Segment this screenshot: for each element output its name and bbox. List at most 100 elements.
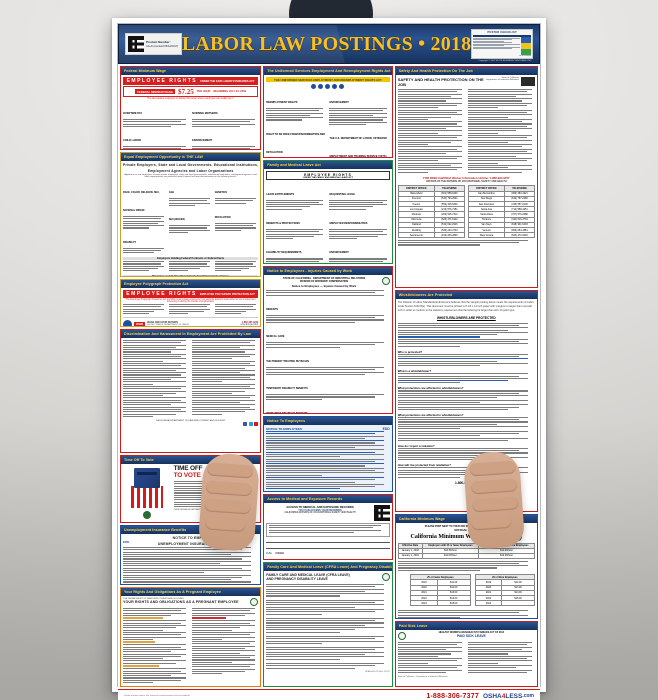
poster-column-middle: The Uniformed Services Employment And Re… [263,66,393,688]
cfra-subtitle-1: FAMILY CARE AND MEDICAL LEAVE (CFRA LEAV… [266,573,350,577]
brand-logo[interactable]: OSHA 4 LESS .com [483,693,534,700]
section-title: Employee Polygraph Protection Act [121,280,261,288]
section-federal-minimum-wage: Federal Minimum Wage EMPLOYEE RIGHTS UND… [120,66,262,150]
federal-wage-row: FEDERAL MINIMUM WAGE $7.25 PER HOUR BEGI… [123,86,259,97]
section-title: Access to Medical and Exposure Records [264,495,392,503]
eppa-agency: WAGE AND HOUR DIVISION [147,322,178,325]
table-row: Sacramento (916) 263-2800 [397,232,465,239]
poster-header: Product Number: CA-A1 (revised 06/12/201… [118,24,540,64]
social-links[interactable] [123,422,259,427]
flsa-text-columns: OVERTIME PAY CHILD LABOR TIP CREDIT NURS… [123,101,258,149]
fmla-head-employer: EMPLOYER RESPONSIBILITIES [329,221,368,225]
edd-stamp: EDD [123,539,130,544]
eppa-footer: WHD WAGE AND HOUR DIVISION UNITED STATES… [123,317,259,326]
qr-code-icon [128,36,144,52]
dfeh-subtitle: CALIFORNIA DEPARTMENT OF FAIR EMPLOYMENT… [155,420,226,423]
section-title: Paid Sick Leave [395,622,537,630]
state-seal-icon [397,632,406,640]
poster-title: LABOR LAW POSTINGS • 2018 [181,32,472,55]
eeo-head-genetics: GENETICS [214,191,228,194]
form-input-records-1[interactable] [266,539,390,543]
eeo-band-financial-assistance: Programs or Activities Receiving Federal… [123,274,259,276]
checklist-footnote: as of revision [519,55,531,57]
twitter-icon[interactable] [248,422,253,427]
userra-head-reemployment: REEMPLOYMENT RIGHTS [266,101,298,104]
amer-subtitle-2: YOU CAN ACCESS YOUR RECORDS [298,509,342,512]
cmw-subtitle-2: OFFICIAL NOTICE [454,528,479,532]
psl-subtitle-1: HEALTHY WORKPLACES/HEALTHY FAMILIES ACT … [438,632,504,634]
minimum-wage-table: Effective Date Employers with 25 or fewe… [397,542,535,560]
sos-agency: CALIFORNIA SECRETARY OF STATE [173,508,212,511]
section-title: The Uniformed Services Employment And Re… [264,67,392,75]
wage-label: FEDERAL MINIMUM WAGE [135,89,175,94]
dwc-head-physician: THE PRIMARY TREATING PHYSICIAN [266,359,309,363]
section-discrimination-harassment: Discrimination And Harassment In Employm… [120,329,262,453]
dwc-subtitle-2: DIVISION OF WORKERS' COMPENSATION [299,280,349,283]
poster-copyright: Copyright © 2017 ELITE BUSINESS VENTURES… [478,60,532,62]
userra-agency-icons [266,83,390,89]
section-title: Notice to Employees - Injuries Caused by… [264,267,392,275]
userra-head-discrimination: RIGHT TO BE FREE FROM DISCRIMINATION AND… [266,132,326,154]
fmla-head-eligibility: ELIGIBILITY REQUIREMENTS [266,251,302,255]
poster-footer: Poster revision notice: For the most cur… [118,689,540,700]
section-title: Unemployment Insurance Benefits [121,526,261,534]
section-uniformed-services-act: The Uniformed Services Employment And Re… [263,66,393,158]
brand-part-2: 4 [501,692,506,700]
wb-q-protections-2: What protections are afforded to whistle… [397,412,464,417]
eppa-phone[interactable]: 1-866-487-9243 [241,322,259,325]
poster-column-left: Federal Minimum Wage EMPLOYEE RIGHTS UND… [120,66,262,688]
eeo-head-retaliation: RETALIATION [214,215,231,219]
ballot-box-icon [123,466,172,520]
section-title: Family Care And Medical Leave (CFRA Leav… [264,563,392,571]
section-paid-sick-leave: Paid Sick Leave HEALTHY WORKPLACES/HEALT… [394,621,538,688]
vote-headline-1: TIME OFF [173,465,203,472]
eeo-subtitle-2: Employment Agencies and Labor Organizati… [147,168,234,173]
amer-subtitle-3: CALIFORNIA DIVISION OF OCCUPATIONAL SAFE… [284,512,356,514]
cfra-subtitle-2: AND PREGNANCY DISABILITY LEAVE [266,577,328,581]
section-title: Time Off To Vote [121,456,261,464]
footer-note: Poster revision notice: For the most cur… [124,695,191,698]
eppa-web[interactable]: www.dol.gov/whd [240,324,259,326]
poster-column-right: Safety And Health Protection On The Job … [394,66,538,688]
form-input-records-2[interactable] [266,545,390,549]
poster-checklist-title: POSTER CHECKLIST [487,31,517,34]
fmla-banner-sub: UNDER THE FAMILY AND MEDICAL LEAVE ACT [303,176,353,179]
checklist-lines [473,37,520,55]
table-row: West Covina (626) 472-0046 [467,232,535,239]
eeo-head-race: RACE, COLOR, RELIGION, SEX, NATIONAL ORI… [123,191,160,212]
ui-subtitle-2: UNEMPLOYMENT INSURANCE BENEFITS [157,541,232,546]
section-family-medical-leave-act: Family and Medical Leave Act EMPLOYEE RI… [263,160,393,264]
eppa-banner: EMPLOYEE RIGHTS EMPLOYEE POLYGRAPH PROTE… [123,290,259,298]
poster-body: Federal Minimum Wage EMPLOYEE RIGHTS UND… [118,64,540,690]
calosha-hotline: FOR FREE Cal/OSHA Worker Information Hot… [423,175,510,180]
sh-agency-2: Department of Industrial Relations [485,79,519,81]
dwc-head-perm-disability: PERMANENT DISABILITY BENEFITS [266,412,308,413]
osha-icon: OSHA [275,550,285,555]
section-safety-health-protection: Safety And Health Protection On The Job … [394,66,538,288]
product-number-label: Product Number: [146,39,171,44]
section-title: Safety And Health Protection On The Job [395,67,537,75]
section-family-care-medical-leave: Family Care And Medical Leave (CFRA Leav… [263,562,393,688]
dwc-head-medical: MEDICAL CARE [266,335,285,339]
qr-code-icon [373,505,390,521]
district-office-table-right: DISTRICT OFFICE TELEPHONE San Bernardino(… [467,185,535,239]
section-title: Federal Minimum Wage [121,67,261,75]
labor-law-poster: Product Number: CA-A1 (revised 06/12/201… [112,18,546,700]
sh-agency-1: State of California [501,77,519,79]
section-access-medical-exposure-records: Access to Medical and Exposure Records A… [263,494,393,560]
edd-stamp: EDD [382,427,390,431]
flsa-banner-sub: UNDER THE FAIR LABOR STANDARDS ACT [200,79,255,83]
dol-seal-icon [123,319,132,326]
facebook-icon[interactable] [243,422,248,427]
table-row: 2023 [474,600,535,607]
heading-overtime: OVERTIME PAY [123,112,143,115]
order-phone-number[interactable]: 1-888-306-7377 [426,692,479,700]
section-title: Whistleblowers Are Protected [395,291,537,299]
fmla-head-requesting: REQUESTING LEAVE [329,192,355,196]
pregnancy-title: YOUR RIGHTS AND OBLIGATIONS AS A PREGNAN… [123,600,239,604]
eeo-head-age: AGE [168,191,175,194]
youtube-icon[interactable] [254,422,259,427]
section-title: Notice To Employees [264,417,392,425]
eppa-banner-sub: EMPLOYEE POLYGRAPH PROTECTION ACT [199,292,255,296]
cal-osha-icon [521,77,535,86]
